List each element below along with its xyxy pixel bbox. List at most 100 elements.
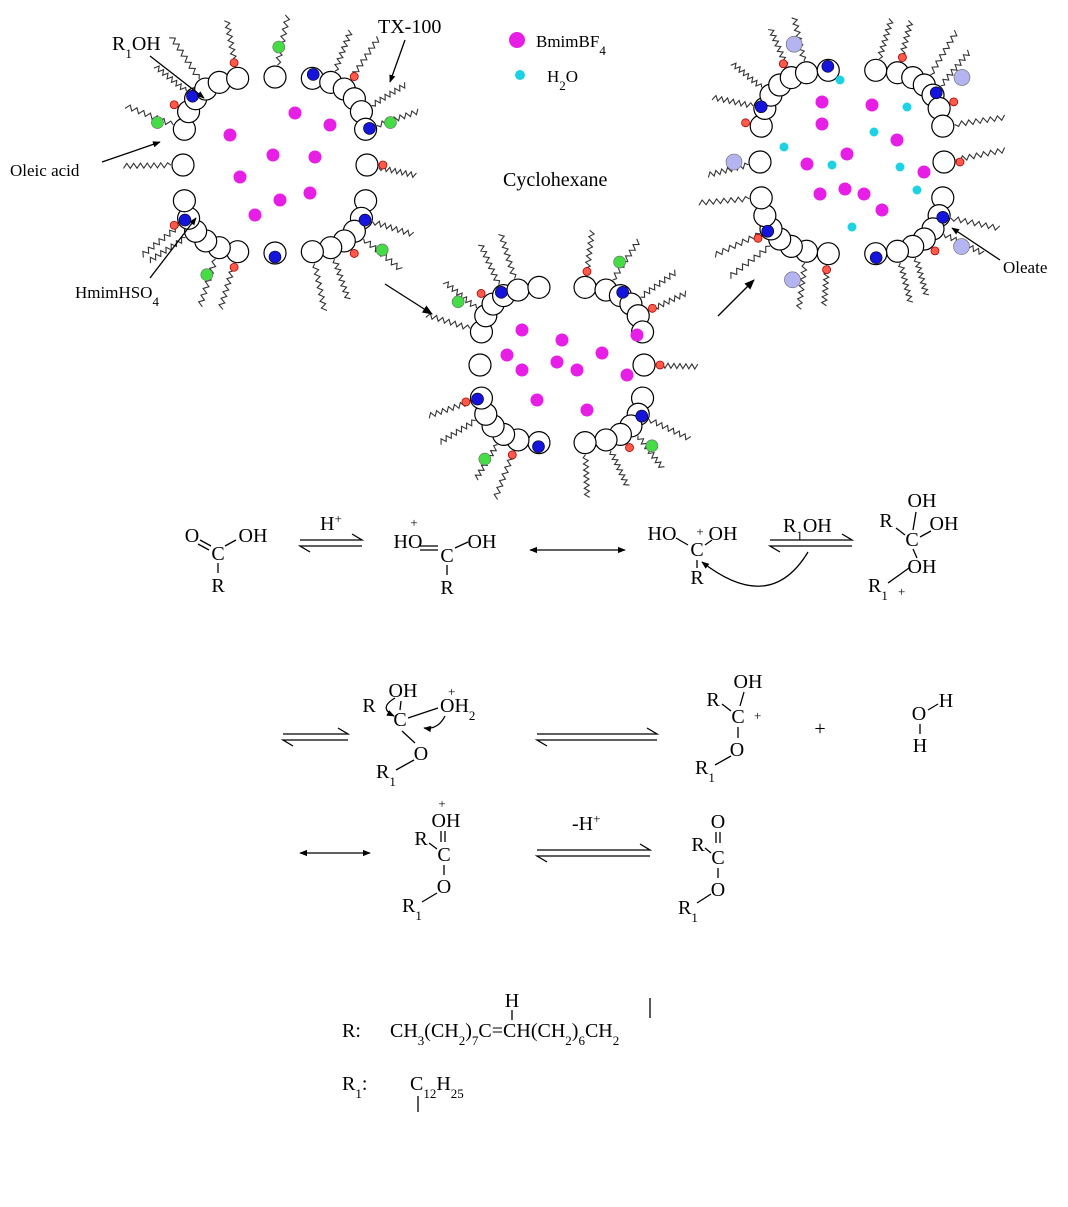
headgroup [594,428,618,452]
water [827,160,837,170]
bond [912,511,917,531]
charge: + [754,708,761,723]
text-part: 2 [565,1033,572,1048]
bond [919,530,932,538]
bond [421,892,438,903]
equilibrium-arrow [537,727,660,735]
bmim-ion [248,208,262,222]
atom: C [211,543,224,565]
equilibrium-arrow [297,545,362,553]
surfactant-tail [498,233,517,279]
bond [739,691,745,707]
molecule: OH + R C O R1 [402,796,460,923]
reagent: -H+ [572,811,600,836]
bmim-ion [857,187,871,201]
surfactant-tail [312,263,328,311]
bond [428,842,438,850]
bond [197,543,210,551]
outer-molecule [375,243,389,257]
atom: R1 [695,757,715,785]
bond [454,541,469,549]
atom: O [185,525,199,547]
surfactant-tail [363,238,403,271]
text-part: R [678,897,692,919]
text-part: 2 [469,708,476,723]
atom: OH2 [440,695,475,723]
surfactant-tail [197,258,217,308]
definition-label: R: [342,1020,361,1042]
hmim-ion [761,224,775,238]
definition-label: R1: [342,1073,367,1101]
outer-molecule [953,69,971,86]
text-part: OH [440,695,469,717]
text-part: C=CH(CH [478,1020,565,1042]
atom: R1 [868,575,888,603]
water [912,185,922,195]
bmim-ion [840,147,854,161]
text-part: 1 [881,588,888,603]
surfactant-tail [582,454,591,498]
charge: + [410,515,417,530]
text-part: 25 [451,1086,464,1101]
pointer [101,141,161,163]
atom: C [731,706,744,728]
headgroup [300,240,324,264]
headgroup [794,61,819,85]
text-part: R [868,575,882,597]
text-part: R [112,33,126,55]
text-part: 1 [415,908,422,923]
alcohol [647,303,657,313]
atom: O [414,743,428,765]
hmim-ion [178,213,192,227]
outer-molecule [645,439,659,453]
surfactant-tail [333,29,353,72]
alcohol [778,59,788,69]
headgroup [632,353,656,377]
text-part: 2 [459,1033,466,1048]
bmim-ion [550,355,564,369]
atom: R [691,834,705,856]
surfactant-tail [955,147,1006,163]
bmim-ion [288,106,302,120]
bond [927,703,939,711]
headgroup [816,242,840,266]
hmim-ion [268,250,282,264]
molecule: HO C + OH R [648,523,809,589]
water [847,222,857,232]
text-part: 1 [389,774,396,789]
text-part: 12 [423,1086,436,1101]
atom: OH [432,810,461,832]
text-part: 3 [418,1033,425,1048]
hmim-ion [929,86,943,100]
bond [407,707,439,719]
water [902,102,912,112]
molecule: HO + C OH R [394,515,497,599]
alcohol [476,289,486,298]
bmim-ion [630,328,644,342]
bmim-ion [273,193,287,207]
text-part: 1 [355,1086,362,1101]
atom: R [706,689,720,711]
alcohol [955,157,965,167]
surfactant-tail [791,17,807,62]
outer-molecule [200,268,214,281]
bmim-ion [266,148,280,162]
bmim-ion [308,150,322,164]
atom: OH [734,671,763,693]
surfactant-tail [350,36,380,80]
surfactant-tail [877,18,894,60]
outer-molecule [451,295,465,309]
hmim-ion [936,210,950,224]
bmim-ion [865,98,879,112]
bmim-ion [890,133,904,147]
hmim-ion [821,60,835,73]
atom: O [912,703,926,725]
bond [696,893,712,904]
molecule: O R C O R1 [678,811,725,925]
bmim-ion [223,128,237,142]
atom: R [879,510,893,532]
text-part: (CH [424,1020,458,1042]
headgroup [263,65,287,89]
equilibrium-arrow [767,545,852,553]
legend-swatch [509,32,525,48]
